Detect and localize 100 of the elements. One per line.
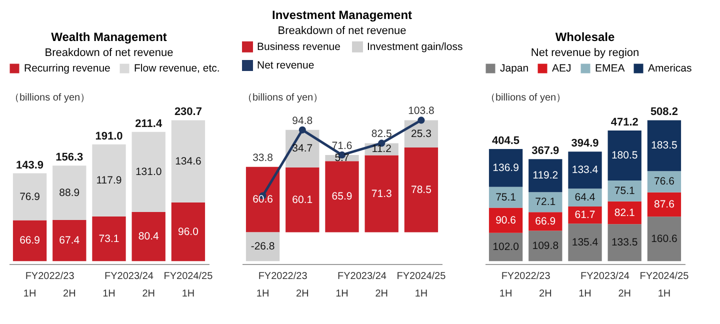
bar: [647, 216, 682, 262]
data-label: 90.6: [496, 214, 516, 226]
bar: [92, 144, 126, 216]
text: FY2022/23: [501, 271, 551, 282]
chart-subtitle: Breakdown of net revenue: [44, 47, 174, 59]
data-label: 134.6: [175, 155, 202, 168]
bar: [488, 208, 523, 233]
chart-title: Investment Management: [272, 8, 412, 22]
bar: [132, 132, 166, 212]
data-label: 34.7: [292, 142, 313, 155]
data-label: 60.6: [252, 194, 274, 206]
bar: [528, 230, 562, 262]
data-label: 102.0: [492, 241, 520, 254]
bar: [528, 192, 562, 212]
x-tick-label: 2H: [618, 288, 631, 300]
bar: [568, 224, 602, 262]
x-tick-label: 2H: [296, 288, 309, 300]
data-label: 87.6: [654, 198, 675, 210]
text: FY2022/23: [25, 271, 75, 282]
x-tick-label: 1H: [182, 288, 195, 300]
total-label: 211.4: [135, 118, 163, 130]
bar: [286, 167, 320, 232]
data-label: 117.9: [96, 174, 122, 186]
bar: [647, 120, 682, 172]
legend-label: Net revenue: [257, 60, 314, 72]
bar: [12, 220, 47, 262]
x-tick-label: 1H: [658, 288, 671, 300]
total-label: 367.9: [532, 145, 560, 158]
data-label: 82.5: [371, 128, 392, 140]
bar: [92, 216, 126, 262]
y-axis-title: （billions of yen）: [242, 92, 324, 104]
x-tick-label: 2H: [63, 288, 76, 300]
text: FY2023/24: [338, 271, 387, 282]
y-axis-title: （billions of yen）: [10, 92, 90, 104]
data-label: 133.4: [572, 164, 598, 176]
point: [298, 126, 306, 134]
y-axis-title: （billions of yen）: [486, 92, 566, 104]
x-tick-label: 2H: [375, 288, 388, 300]
text: FY2023/24: [104, 271, 154, 282]
bar: [12, 173, 47, 220]
bar: [52, 166, 86, 220]
data-label: 103.8: [408, 105, 435, 118]
total-label: 230.7: [174, 106, 202, 118]
total-label: 394.9: [571, 138, 599, 150]
data-label: 5.7: [334, 152, 350, 164]
bar: [171, 202, 206, 262]
data-label: 133.5: [611, 236, 638, 249]
bar: [528, 159, 562, 192]
data-label: 183.5: [651, 140, 678, 152]
bar: [132, 212, 166, 262]
bar: [246, 232, 280, 262]
data-label: 33.8: [252, 152, 274, 164]
chart-title: Wealth Management: [51, 30, 167, 44]
data-label: 73.1: [98, 232, 120, 245]
total-label: 143.9: [16, 159, 44, 172]
legend-label: Recurring revenue: [24, 62, 111, 74]
bar: [488, 186, 523, 208]
legend-label: Japan: [500, 62, 529, 74]
text: FY2023/24: [580, 271, 630, 282]
data-label: 94.8: [292, 114, 313, 127]
x-tick-label: 1H: [256, 288, 270, 300]
bar: [608, 224, 642, 262]
total-label: 156.3: [56, 152, 84, 164]
data-label: 88.9: [59, 186, 80, 199]
data-label: 180.5: [611, 150, 638, 162]
text: FY2024/25: [396, 271, 446, 282]
data-label: 75.1: [496, 191, 516, 204]
legend-label: Investment gain/loss: [367, 40, 463, 53]
bar: [404, 148, 438, 232]
data-label: 160.6: [651, 232, 678, 245]
text: FY2022/23: [258, 271, 308, 282]
data-label: -26.8: [250, 240, 275, 253]
total-label: 471.2: [610, 116, 638, 128]
data-label: 25.3: [410, 128, 432, 140]
bar: [568, 152, 602, 189]
bar: [171, 120, 206, 202]
data-label: 78.5: [410, 184, 432, 196]
x-tick-label: 1H: [23, 288, 36, 300]
data-label: 71.3: [371, 188, 392, 200]
total-label: 508.2: [650, 106, 678, 118]
data-label: 119.2: [532, 170, 558, 182]
data-label: 109.8: [532, 240, 559, 252]
legend-label: Americas: [648, 62, 692, 74]
data-label: 72.1: [535, 196, 556, 208]
bar: [52, 220, 86, 262]
bar: [568, 188, 602, 207]
total-label: 191.0: [95, 130, 123, 142]
legend-label: Business revenue: [257, 40, 341, 53]
data-label: 64.4: [574, 192, 596, 204]
data-label: 80.4: [138, 230, 159, 243]
data-label: 76.6: [654, 176, 675, 188]
data-label: 60.1: [292, 194, 313, 206]
x-tick-label: 1H: [499, 288, 512, 300]
x-tick-label: 1H: [578, 288, 592, 300]
legend-label: EMEA: [595, 62, 625, 74]
text: FY2024/25: [164, 271, 214, 282]
total-label: 404.5: [492, 134, 520, 147]
bar: [325, 161, 359, 232]
data-label: 135.4: [572, 236, 598, 248]
data-label: 131.0: [135, 166, 162, 178]
